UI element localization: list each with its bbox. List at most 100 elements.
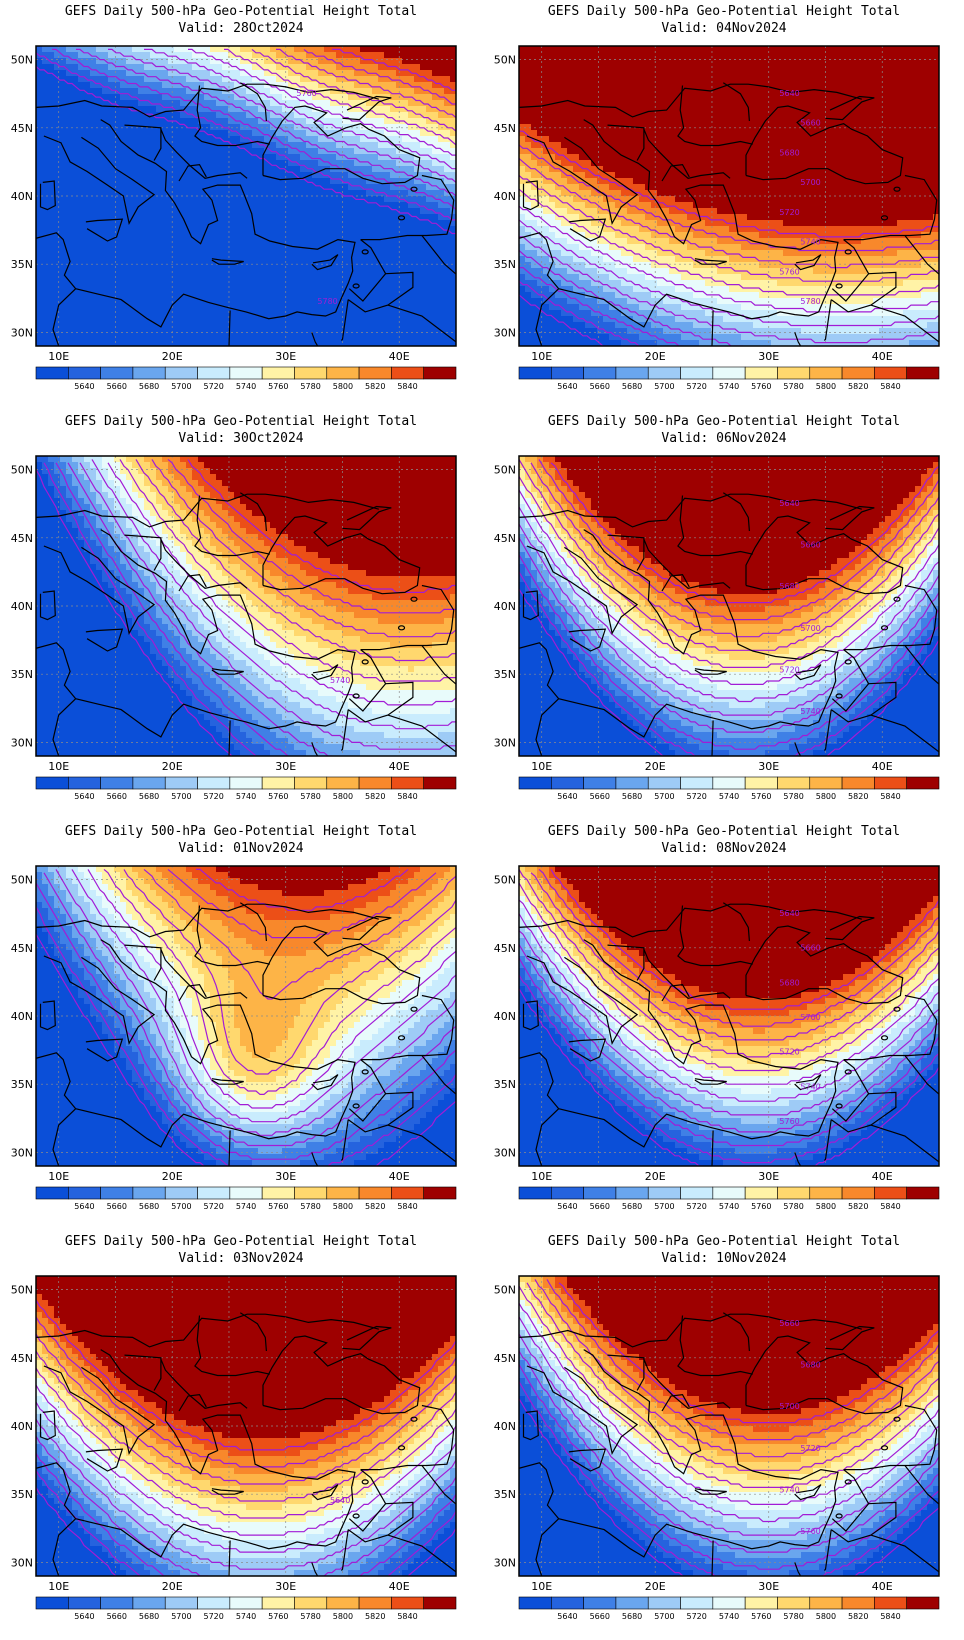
- colorbar-label: 5660: [107, 792, 127, 801]
- colorbar-swatch: [326, 1596, 360, 1610]
- y-tick-label: 30N: [11, 1146, 33, 1159]
- colorbar-label: 5680: [622, 382, 642, 391]
- colorbar-label: 5840: [397, 382, 417, 391]
- colorbar-label: 5840: [397, 1202, 417, 1211]
- colorbar-label: 5800: [816, 792, 836, 801]
- colorbar-swatch: [777, 776, 811, 790]
- colorbar-swatch: [551, 1596, 584, 1610]
- colorbar-swatch: [744, 1596, 778, 1610]
- colorbar-swatch: [712, 776, 746, 790]
- contour-labels: 5760 5780: [296, 89, 337, 306]
- valid-date: Valid: 10Nov2024: [661, 1251, 786, 1266]
- colorbar-swatch: [712, 1596, 746, 1610]
- colorbar-label: 5840: [880, 382, 900, 391]
- coastlines: [36, 82, 456, 346]
- colorbar-label: 5840: [397, 792, 417, 801]
- colorbar-label: 5800: [816, 382, 836, 391]
- colorbar-swatch: [100, 776, 134, 790]
- y-tick-label: 50N: [11, 464, 33, 477]
- y-tick-label: 30N: [11, 1556, 33, 1569]
- colorbar-swatch: [680, 776, 714, 790]
- contour-labels: 5740: [330, 676, 350, 685]
- colorbar-label: 5700: [171, 1612, 191, 1621]
- y-tick-label: 45N: [494, 1352, 516, 1365]
- colorbar-label: 5760: [268, 1202, 288, 1211]
- colorbar-swatch: [874, 776, 907, 790]
- colorbar-swatch: [229, 1186, 263, 1200]
- contour-label: 5660: [800, 541, 820, 550]
- colorbar-label: 5660: [590, 792, 610, 801]
- x-tick-label: 10E: [531, 350, 552, 363]
- colorbar-swatch: [712, 366, 746, 380]
- contour-label: 5720: [779, 665, 799, 674]
- colorbar-label: 5800: [816, 1202, 836, 1211]
- colorbar-swatch: [100, 366, 134, 380]
- colorbar-label: 5700: [171, 1202, 191, 1211]
- colorbar-swatch: [326, 366, 360, 380]
- colorbar-label: 5780: [300, 1202, 320, 1211]
- x-tick-label: 40E: [872, 1580, 893, 1593]
- colorbar-swatch: [358, 366, 392, 380]
- colorbar-swatch: [423, 776, 457, 790]
- colorbar-label: 5720: [204, 1612, 224, 1621]
- contour-label: 5640: [330, 1496, 350, 1505]
- panel-title: GEFS Daily 500-hPa Geo-Potential Height …: [489, 1233, 959, 1267]
- colorbar-label: 5660: [590, 1202, 610, 1211]
- colorbar-swatch: [197, 1186, 231, 1200]
- x-tick-label: 20E: [645, 1170, 666, 1183]
- axis-ticks: 10E 20E 30E 40E 50N 45N 40N 35N 30N: [494, 874, 893, 1183]
- colorbar-label: 5720: [687, 1202, 707, 1211]
- gridlines: [519, 866, 939, 1166]
- map-frame: [35, 865, 457, 1167]
- y-tick-label: 40N: [11, 1420, 33, 1433]
- colorbar-swatch: [809, 1596, 843, 1610]
- colorbar-swatch: [229, 1596, 263, 1610]
- x-tick-label: 10E: [48, 760, 69, 773]
- x-tick-label: 20E: [162, 1170, 183, 1183]
- colorbar-label: 5820: [365, 382, 385, 391]
- colorbar-swatch: [583, 366, 617, 380]
- colorbar-label: 5780: [300, 382, 320, 391]
- colorbar-label: 5820: [848, 382, 868, 391]
- colorbar-swatch: [551, 366, 584, 380]
- x-tick-label: 40E: [872, 1170, 893, 1183]
- valid-date: Valid: 04Nov2024: [661, 21, 786, 36]
- colorbar-label: 5740: [719, 1202, 739, 1211]
- contour-lines: [36, 458, 456, 756]
- colorbar-swatch: [261, 1596, 295, 1610]
- colorbar-swatch: [197, 776, 231, 790]
- colorbar-label: 5760: [751, 792, 771, 801]
- axis-ticks: 10E 20E 30E 40E 50N 45N 40N 35N 30N: [494, 54, 893, 363]
- panel-title: GEFS Daily 500-hPa Geo-Potential Height …: [6, 1233, 476, 1267]
- colorbar: 5640 5660 5680 5700 5720 5740 5760 5780 5800 5820…: [518, 1186, 940, 1211]
- colorbar: 5640 5660 5680 5700 5720 5740 5760 5780 5800 5820…: [518, 1596, 940, 1621]
- colorbar-label: 5740: [236, 382, 256, 391]
- valid-date: Valid: 01Nov2024: [178, 841, 303, 856]
- title-text: GEFS Daily 500-hPa Geo-Potential Height …: [65, 824, 417, 839]
- coastlines: [36, 492, 456, 756]
- contour-label: 5760: [296, 89, 316, 98]
- y-tick-label: 50N: [494, 1284, 516, 1297]
- contour-label: 5720: [779, 208, 799, 217]
- map-frame: [35, 1275, 457, 1577]
- colorbar: 5640 5660 5680 5700 5720 5740 5760 5780 5800 5820…: [518, 366, 940, 391]
- x-tick-label: 30E: [275, 1580, 296, 1593]
- colorbar-swatch: [841, 1596, 875, 1610]
- colorbar-swatch: [294, 776, 328, 790]
- y-tick-label: 35N: [11, 258, 33, 271]
- y-tick-label: 45N: [494, 532, 516, 545]
- y-tick-label: 30N: [494, 326, 516, 339]
- colorbar-swatch: [906, 776, 940, 790]
- colorbar-label: 5840: [397, 1612, 417, 1621]
- colorbar-swatch: [777, 1186, 811, 1200]
- panel-title: GEFS Daily 500-hPa Geo-Potential Height …: [489, 823, 959, 857]
- title-text: GEFS Daily 500-hPa Geo-Potential Height …: [65, 414, 417, 429]
- y-tick-label: 50N: [11, 874, 33, 887]
- colorbar-swatch: [423, 1596, 457, 1610]
- axis-ticks: 10E 20E 30E 40E 50N 45N 40N 35N 30N: [494, 1284, 893, 1593]
- map-canvas: 5640 5660 5680 5700 5720 5740 10E 20E 30E 40E 50N 4…: [494, 455, 940, 801]
- contour-label: 5720: [800, 1444, 820, 1453]
- colorbar-swatch: [518, 366, 552, 380]
- x-tick-label: 20E: [162, 350, 183, 363]
- colorbar-swatch: [35, 1596, 69, 1610]
